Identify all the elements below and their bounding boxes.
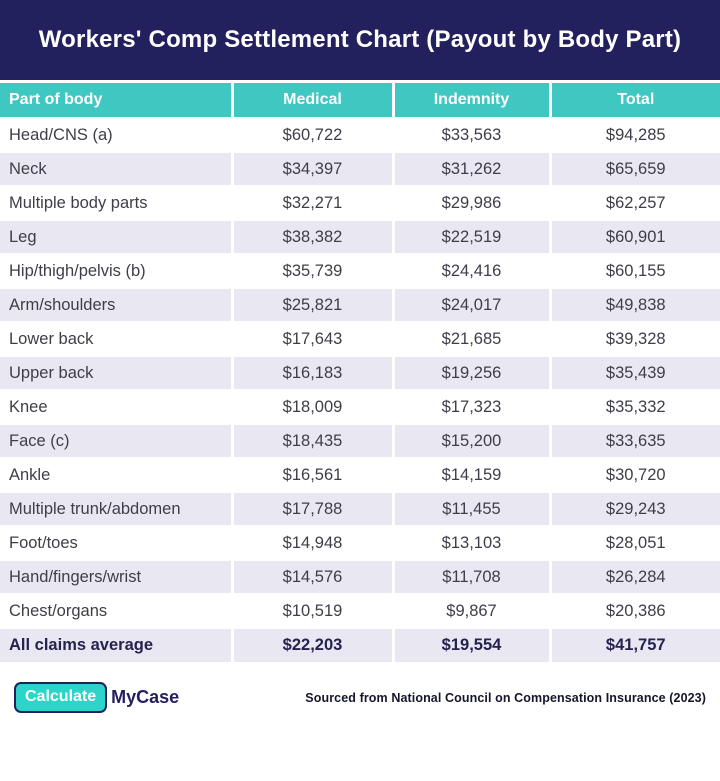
cell-total: $20,386 bbox=[548, 593, 720, 628]
cell-part-of-body: Leg bbox=[0, 219, 232, 254]
cell-indemnity: $13,103 bbox=[391, 525, 550, 560]
title-banner: Workers' Comp Settlement Chart (Payout b… bbox=[0, 0, 720, 80]
table-row: Neck $34,397 $31,262 $65,659 bbox=[0, 151, 720, 186]
cell-part-of-body: Lower back bbox=[0, 321, 232, 356]
cell-medical: $60,722 bbox=[230, 117, 393, 152]
column-header-total: Total bbox=[548, 83, 720, 118]
cell-medical: $14,576 bbox=[230, 559, 393, 594]
cell-part-of-body: Hand/fingers/wrist bbox=[0, 559, 232, 594]
cell-part-of-body: Multiple trunk/abdomen bbox=[0, 491, 232, 526]
footer: Calculate MyCase Sourced from National C… bbox=[0, 682, 720, 713]
table-row: Knee $18,009 $17,323 $35,332 bbox=[0, 389, 720, 424]
table-row: Hand/fingers/wrist $14,576 $11,708 $26,2… bbox=[0, 559, 720, 594]
table-row: Arm/shoulders $25,821 $24,017 $49,838 bbox=[0, 287, 720, 322]
cell-indemnity: $24,416 bbox=[391, 253, 550, 288]
column-header-medical: Medical bbox=[230, 83, 393, 118]
cell-part-of-body: Hip/thigh/pelvis (b) bbox=[0, 253, 232, 288]
cell-total: $28,051 bbox=[548, 525, 720, 560]
table-row: Chest/organs $10,519 $9,867 $20,386 bbox=[0, 593, 720, 628]
cell-total: $60,901 bbox=[548, 219, 720, 254]
table-row: Head/CNS (a) $60,722 $33,563 $94,285 bbox=[0, 117, 720, 152]
cell-indemnity: $11,708 bbox=[391, 559, 550, 594]
cell-medical: $32,271 bbox=[230, 185, 393, 220]
cell-indemnity: $31,262 bbox=[391, 151, 550, 186]
cell-part-of-body: Arm/shoulders bbox=[0, 287, 232, 322]
settlement-table: Part of body Medical Indemnity Total Hea… bbox=[0, 83, 720, 662]
cell-medical: $35,739 bbox=[230, 253, 393, 288]
table-body: Head/CNS (a) $60,722 $33,563 $94,285 Nec… bbox=[0, 117, 720, 628]
cell-indemnity: $11,455 bbox=[391, 491, 550, 526]
cell-medical: $25,821 bbox=[230, 287, 393, 322]
cell-part-of-body: Knee bbox=[0, 389, 232, 424]
logo-calculate-badge: Calculate bbox=[14, 682, 108, 713]
cell-part-of-body: Head/CNS (a) bbox=[0, 117, 232, 152]
summary-indemnity: $19,554 bbox=[391, 627, 550, 662]
cell-medical: $18,435 bbox=[230, 423, 393, 458]
cell-total: $30,720 bbox=[548, 457, 720, 492]
table-row: Upper back $16,183 $19,256 $35,439 bbox=[0, 355, 720, 390]
cell-medical: $38,382 bbox=[230, 219, 393, 254]
cell-indemnity: $19,256 bbox=[391, 355, 550, 390]
cell-indemnity: $9,867 bbox=[391, 593, 550, 628]
cell-indemnity: $29,986 bbox=[391, 185, 550, 220]
cell-indemnity: $33,563 bbox=[391, 117, 550, 152]
cell-indemnity: $21,685 bbox=[391, 321, 550, 356]
cell-part-of-body: Neck bbox=[0, 151, 232, 186]
table-row: Hip/thigh/pelvis (b) $35,739 $24,416 $60… bbox=[0, 253, 720, 288]
cell-medical: $17,788 bbox=[230, 491, 393, 526]
table-row: Face (c) $18,435 $15,200 $33,635 bbox=[0, 423, 720, 458]
cell-total: $33,635 bbox=[548, 423, 720, 458]
cell-total: $29,243 bbox=[548, 491, 720, 526]
table-row: Multiple trunk/abdomen $17,788 $11,455 $… bbox=[0, 491, 720, 526]
logo-mycase-text: MyCase bbox=[111, 687, 180, 707]
cell-part-of-body: Ankle bbox=[0, 457, 232, 492]
table-row: Leg $38,382 $22,519 $60,901 bbox=[0, 219, 720, 254]
cell-total: $39,328 bbox=[548, 321, 720, 356]
table-row: Ankle $16,561 $14,159 $30,720 bbox=[0, 457, 720, 492]
cell-medical: $14,948 bbox=[230, 525, 393, 560]
cell-indemnity: $15,200 bbox=[391, 423, 550, 458]
cell-indemnity: $24,017 bbox=[391, 287, 550, 322]
calculatemycase-logo: Calculate MyCase bbox=[14, 682, 179, 713]
cell-total: $62,257 bbox=[548, 185, 720, 220]
cell-medical: $10,519 bbox=[230, 593, 393, 628]
summary-medical: $22,203 bbox=[230, 627, 393, 662]
cell-total: $35,439 bbox=[548, 355, 720, 390]
cell-total: $60,155 bbox=[548, 253, 720, 288]
cell-medical: $34,397 bbox=[230, 151, 393, 186]
summary-part-of-body: All claims average bbox=[0, 627, 232, 662]
column-header-indemnity: Indemnity bbox=[391, 83, 550, 118]
cell-total: $94,285 bbox=[548, 117, 720, 152]
cell-part-of-body: Foot/toes bbox=[0, 525, 232, 560]
cell-indemnity: $22,519 bbox=[391, 219, 550, 254]
cell-medical: $17,643 bbox=[230, 321, 393, 356]
cell-medical: $16,561 bbox=[230, 457, 393, 492]
source-attribution: Sourced from National Council on Compens… bbox=[305, 690, 706, 705]
cell-total: $35,332 bbox=[548, 389, 720, 424]
cell-medical: $16,183 bbox=[230, 355, 393, 390]
table-row: Multiple body parts $32,271 $29,986 $62,… bbox=[0, 185, 720, 220]
table-header-row: Part of body Medical Indemnity Total bbox=[0, 83, 720, 118]
cell-indemnity: $14,159 bbox=[391, 457, 550, 492]
cell-total: $65,659 bbox=[548, 151, 720, 186]
cell-part-of-body: Face (c) bbox=[0, 423, 232, 458]
cell-indemnity: $17,323 bbox=[391, 389, 550, 424]
cell-medical: $18,009 bbox=[230, 389, 393, 424]
table-row: Lower back $17,643 $21,685 $39,328 bbox=[0, 321, 720, 356]
column-header-part-of-body: Part of body bbox=[0, 83, 232, 118]
cell-total: $49,838 bbox=[548, 287, 720, 322]
cell-total: $26,284 bbox=[548, 559, 720, 594]
cell-part-of-body: Upper back bbox=[0, 355, 232, 390]
summary-total: $41,757 bbox=[548, 627, 720, 662]
table-header: Part of body Medical Indemnity Total bbox=[0, 83, 720, 118]
page-title: Workers' Comp Settlement Chart (Payout b… bbox=[38, 26, 682, 53]
table-row: Foot/toes $14,948 $13,103 $28,051 bbox=[0, 525, 720, 560]
summary-row: All claims average $22,203 $19,554 $41,7… bbox=[0, 627, 720, 662]
cell-part-of-body: Chest/organs bbox=[0, 593, 232, 628]
table-summary: All claims average $22,203 $19,554 $41,7… bbox=[0, 627, 720, 662]
cell-part-of-body: Multiple body parts bbox=[0, 185, 232, 220]
